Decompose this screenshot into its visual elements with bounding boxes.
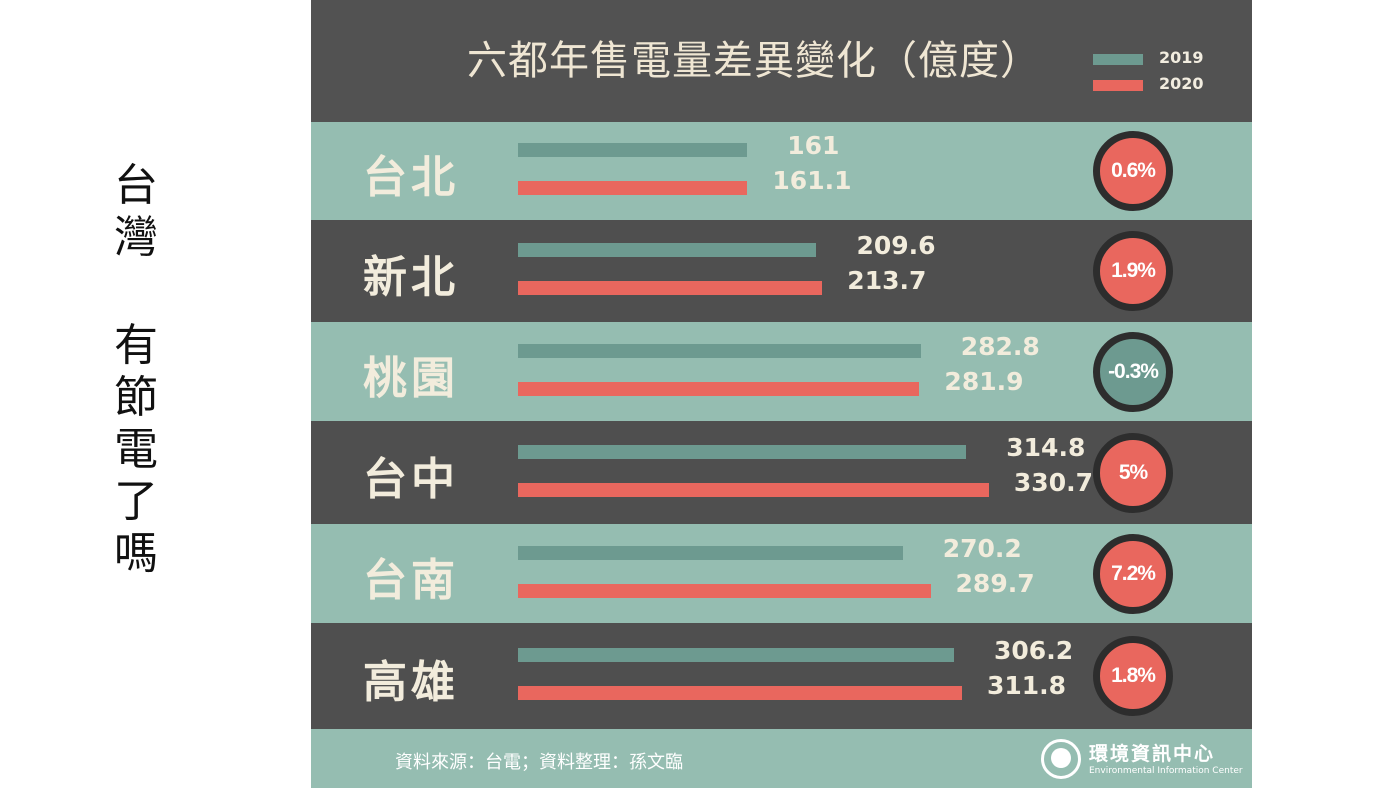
change-badge: 7.2%	[1093, 533, 1173, 614]
chart-title: 六都年售電量差異變化（億度）	[467, 38, 1041, 84]
globe-icon	[1041, 739, 1081, 779]
caption-gap	[108, 264, 164, 320]
caption-char: 台	[114, 160, 158, 211]
caption-char: 了	[114, 476, 158, 527]
caption-char: 節	[114, 372, 158, 423]
value-label-2020: 281.9	[944, 366, 1024, 396]
change-badge: 0.6%	[1093, 131, 1173, 211]
bar-2020	[518, 686, 962, 700]
bar-2019	[518, 343, 921, 358]
bar-2019	[518, 648, 955, 662]
value-label-2019: 270.2	[942, 533, 1022, 563]
chart-row: 高雄 306.2 311.8 1.8%	[311, 623, 1252, 729]
bar-2020	[518, 482, 989, 497]
value-label-2020: 289.7	[955, 568, 1035, 598]
value-label-2020: 330.7	[1013, 467, 1093, 497]
chart-row: 台北 161 161.1 0.6%	[311, 122, 1252, 220]
value-label-2019: 282.8	[960, 331, 1040, 361]
bar-2020	[518, 583, 931, 598]
value-label-2019: 209.6	[856, 231, 936, 260]
category-label: 台北	[363, 152, 459, 203]
bar-2020	[518, 381, 920, 396]
change-badge: 1.9%	[1093, 231, 1173, 311]
legend-label-2020: 2020	[1159, 74, 1204, 93]
caption-char: 嗎	[114, 528, 158, 579]
chart-panel: 六都年售電量差異變化（億度） 2019 2020 台北 161 161.1 0.6% 新…	[311, 0, 1252, 788]
chart-row: 台中 314.8 330.7 5%	[311, 421, 1252, 524]
chart-header: 六都年售電量差異變化（億度） 2019 2020	[311, 0, 1252, 122]
caption-char: 灣	[114, 212, 158, 263]
change-badge: 1.8%	[1093, 636, 1173, 716]
legend-swatch-2019	[1093, 54, 1143, 65]
org-name: 環境資訊中心	[1089, 743, 1216, 765]
caption-char: 有	[114, 320, 158, 371]
bar-2019	[518, 444, 967, 459]
footer: 資料來源：台電；資料整理：孫文臨 環境資訊中心 Environmental In…	[311, 729, 1252, 788]
change-badge: 5%	[1093, 432, 1173, 513]
category-label: 高雄	[363, 657, 459, 708]
chart-row: 桃園 282.8 281.9 -0.3%	[311, 322, 1252, 421]
side-caption: 台 灣 有 節 電 了 嗎	[108, 160, 164, 580]
value-label-2020: 161.1	[772, 166, 852, 195]
legend-label-2019: 2019	[1159, 48, 1204, 67]
value-label-2019: 161	[787, 131, 840, 160]
bar-2020	[518, 181, 748, 195]
value-label-2020: 213.7	[847, 266, 927, 295]
org-name-english: Environmental Information Center	[1089, 766, 1243, 776]
bar-2019	[518, 243, 817, 257]
bar-2019	[518, 143, 748, 157]
caption-char: 電	[114, 424, 158, 475]
category-label: 台南	[363, 554, 459, 606]
chart-row: 新北 209.6 213.7 1.9%	[311, 220, 1252, 322]
value-label-2019: 314.8	[1006, 432, 1086, 462]
value-label-2019: 306.2	[994, 636, 1074, 665]
chart-row: 台南 270.2 289.7 7.2%	[311, 524, 1252, 623]
change-badge: -0.3%	[1093, 331, 1173, 412]
category-label: 桃園	[363, 352, 459, 404]
category-label: 台中	[363, 453, 459, 505]
category-label: 新北	[363, 252, 459, 303]
value-label-2020: 311.8	[987, 671, 1067, 700]
bar-2019	[518, 545, 903, 560]
source-note: 資料來源：台電；資料整理：孫文臨	[395, 752, 683, 773]
org-brand: 環境資訊中心 Environmental Information Center	[1041, 739, 1243, 781]
bar-2020	[518, 281, 823, 295]
legend-swatch-2020	[1093, 80, 1143, 91]
